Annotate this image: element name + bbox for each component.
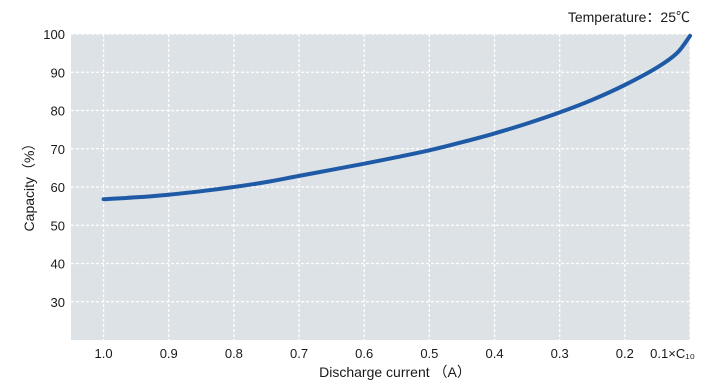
y-tick-label: 70 — [51, 142, 65, 157]
x-tick-label: 0.5 — [420, 346, 438, 361]
y-grid-lines — [71, 33, 690, 303]
x-tick-label: 0.1×C₁₀ — [650, 346, 695, 361]
y-tick-label: 90 — [51, 65, 65, 80]
x-tick-label: 1.0 — [95, 346, 113, 361]
y-axis-tick-labels: 30 40 50 60 70 80 90 100 — [43, 27, 65, 310]
x-tick-label: 0.8 — [225, 346, 243, 361]
temperature-note: Temperature：25℃ — [568, 9, 690, 25]
y-axis-label: Capacity（%） — [21, 137, 37, 232]
x-axis-label: Discharge current （A） — [319, 364, 471, 380]
y-tick-label: 100 — [43, 27, 65, 42]
x-tick-label: 0.2 — [616, 346, 634, 361]
x-tick-label: 0.9 — [160, 346, 178, 361]
y-tick-label: 50 — [51, 218, 65, 233]
x-tick-label: 0.6 — [355, 346, 373, 361]
x-tick-label: 0.4 — [485, 346, 503, 361]
y-tick-label: 40 — [51, 257, 65, 272]
x-tick-label: 0.3 — [551, 346, 569, 361]
x-tick-label: 0.7 — [290, 346, 308, 361]
x-axis-tick-labels: 1.0 0.9 0.8 0.7 0.6 0.5 0.4 0.3 0.2 0.1×C₁₀ — [95, 346, 695, 361]
capacity-curve — [101, 33, 692, 202]
y-tick-label: 80 — [51, 104, 65, 119]
y-tick-label: 30 — [51, 295, 65, 310]
y-tick-label: 60 — [51, 180, 65, 195]
